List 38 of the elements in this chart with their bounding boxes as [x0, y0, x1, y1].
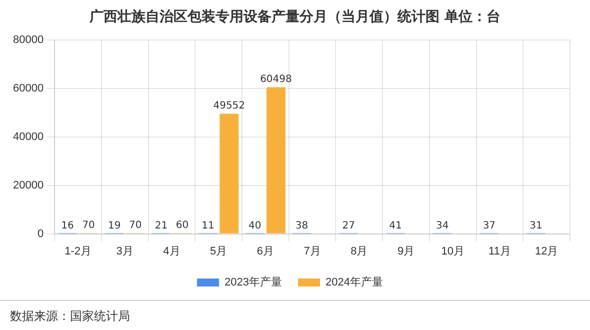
x-tick-label: 9月: [397, 245, 415, 258]
legend-label: 2023年产量: [224, 276, 282, 289]
data-label: 19: [108, 220, 121, 232]
legend-label: 2024年产量: [326, 276, 383, 289]
x-tick-label: 8月: [350, 245, 368, 258]
data-label: 49552: [213, 100, 246, 112]
data-label: 70: [82, 220, 95, 232]
data-label: 21: [154, 220, 168, 232]
data-label: 16: [61, 220, 74, 232]
bar: [220, 114, 239, 234]
data-label: 41: [389, 220, 402, 232]
chart-title: 广西壮族自治区包装专用设备产量分月（当月值）统计图 单位：台: [88, 8, 502, 26]
data-label: 34: [436, 220, 449, 232]
y-tick-label: 0: [37, 228, 44, 240]
x-tick-label: 11月: [488, 245, 511, 258]
data-label: 31: [530, 220, 542, 232]
bar: [266, 87, 286, 234]
x-tick-label: 12月: [534, 245, 558, 258]
x-tick-label: 5月: [210, 245, 228, 258]
x-tick-label: 1-2月: [64, 245, 92, 258]
data-label: 38: [295, 220, 308, 232]
y-tick-label: 20000: [12, 179, 44, 192]
x-tick-label: 10月: [441, 245, 464, 258]
x-tick-label: 6月: [256, 245, 274, 258]
y-tick-label: 60000: [12, 82, 44, 94]
data-label: 11: [202, 220, 214, 232]
y-tick-label: 40000: [12, 130, 44, 143]
data-label: 70: [129, 220, 142, 232]
x-tick-label: 4月: [163, 245, 180, 258]
data-label: 60498: [260, 74, 292, 85]
x-tick-label: 3月: [116, 245, 134, 258]
data-label: 40: [248, 220, 262, 232]
data-label: 60: [176, 220, 189, 232]
x-tick-label: 7月: [304, 245, 321, 258]
source-note: 数据来源：国家统计局: [10, 308, 130, 325]
y-tick-label: 80000: [12, 34, 44, 46]
data-label: 37: [482, 220, 496, 232]
data-label: 27: [342, 220, 355, 232]
